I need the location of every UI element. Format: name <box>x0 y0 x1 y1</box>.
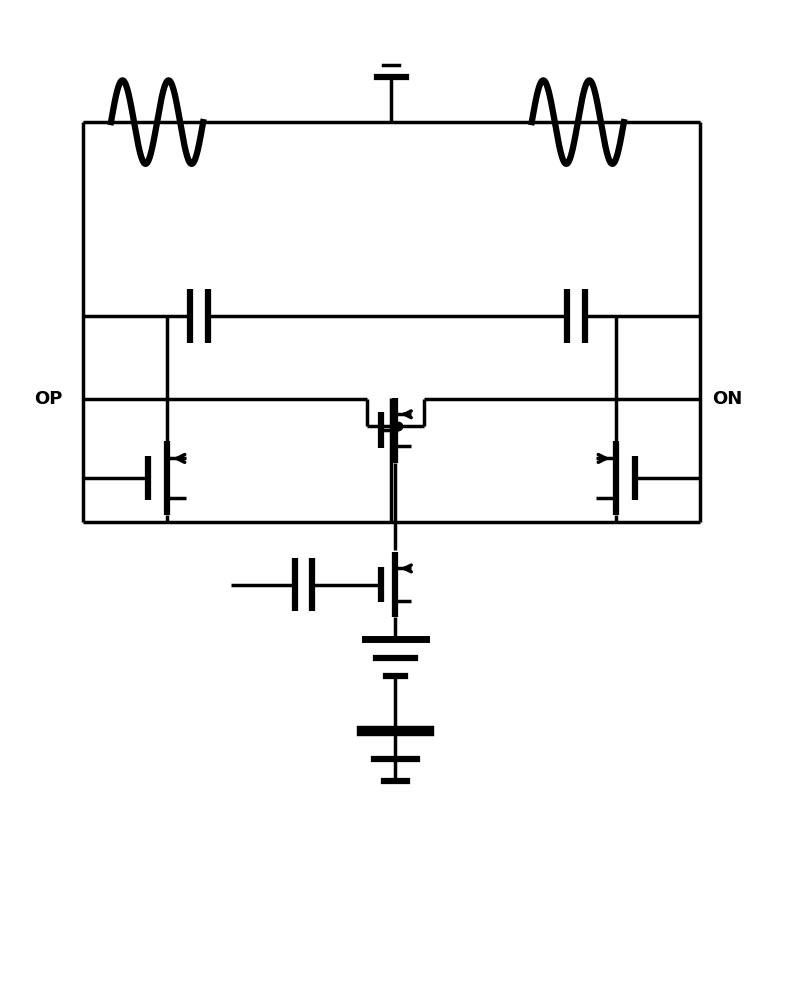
Text: OP: OP <box>35 390 63 408</box>
Text: ON: ON <box>712 390 742 408</box>
